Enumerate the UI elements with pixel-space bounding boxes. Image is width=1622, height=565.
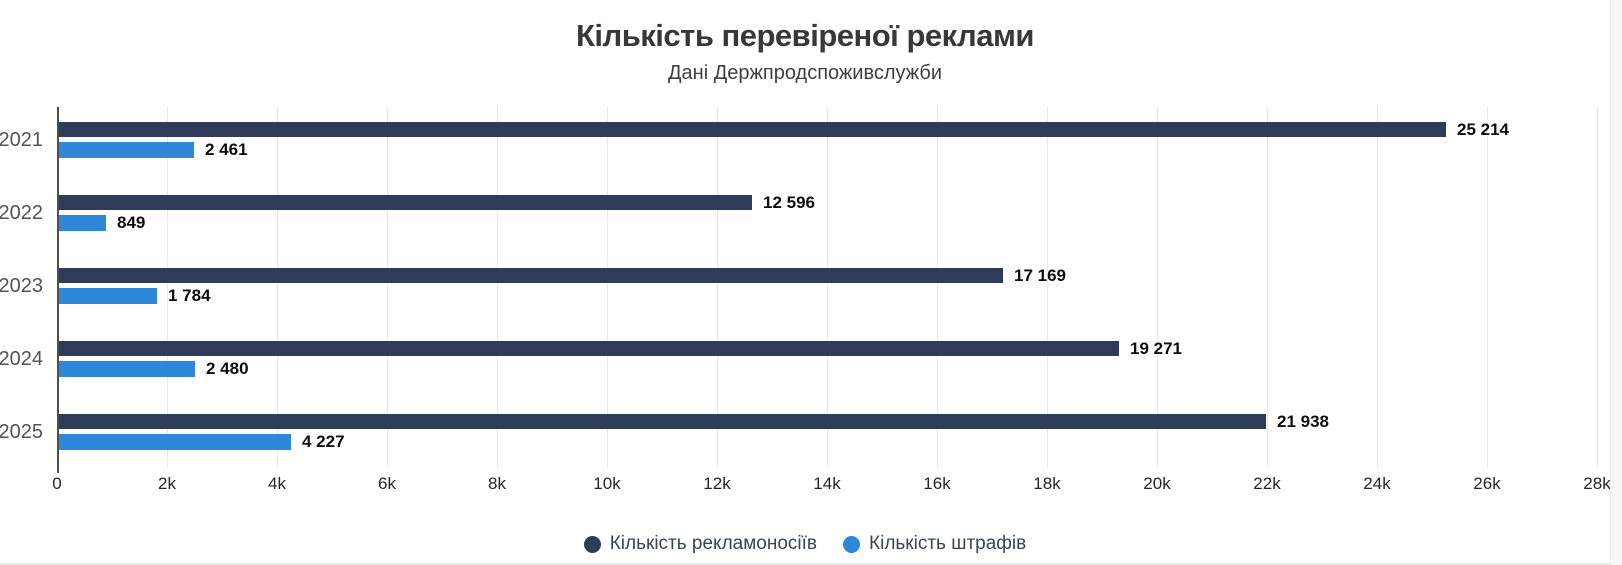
category-label: 2025 <box>0 421 43 443</box>
bar-series1-2023[interactable] <box>59 268 1003 283</box>
x-tick-label: 10k <box>593 474 621 493</box>
bar-value-label: 2 480 <box>206 359 249 378</box>
bar-series1-2022[interactable] <box>59 195 752 210</box>
legend-label-series1: Кількість рекламоносіїв <box>609 533 818 554</box>
gridline <box>607 107 608 468</box>
legend-dot-series2-icon <box>843 535 861 553</box>
legend-item-shtrafy: Кількість штрафів <box>843 533 1026 555</box>
x-tick-label: 20k <box>1143 474 1171 493</box>
bar-value-label: 17 169 <box>1014 266 1066 285</box>
bar-series2-2021[interactable] <box>59 142 194 158</box>
bar-series2-2022[interactable] <box>59 215 106 231</box>
bar-series2-2024[interactable] <box>59 361 195 377</box>
gridline <box>387 107 388 468</box>
scrollbar-track[interactable] <box>1610 0 1622 565</box>
gridline <box>1157 107 1158 468</box>
x-tick-label: 12k <box>703 474 731 493</box>
category-label: 2021 <box>0 129 43 151</box>
legend-label-series2: Кількість штрафів <box>869 533 1027 554</box>
bar-value-label: 19 271 <box>1130 339 1182 358</box>
bar-series1-2025[interactable] <box>59 414 1266 429</box>
x-tick-label: 28k <box>1583 474 1611 493</box>
x-tick-label: 2k <box>158 474 176 493</box>
bar-value-label: 25 214 <box>1457 120 1509 139</box>
bar-value-label: 1 784 <box>168 286 211 305</box>
legend: Кількість рекламоносіїв Кількість штрафі… <box>0 533 1610 555</box>
bar-series1-2021[interactable] <box>59 122 1446 137</box>
bar-series2-2023[interactable] <box>59 288 157 304</box>
plot-area: 0 2k 4k 6k 8k 10k 12k 14k 16k 18k 20k 22k 24k 26k 28k 2… <box>0 107 1611 493</box>
bar-value-label: 4 227 <box>302 432 345 451</box>
category-label: 2023 <box>0 275 43 297</box>
gridline <box>1487 107 1488 468</box>
x-tick-label: 22k <box>1253 474 1281 493</box>
x-tick-label: 14k <box>813 474 841 493</box>
gridline <box>497 107 498 468</box>
x-tick-label: 8k <box>488 474 506 493</box>
category-label: 2024 <box>0 348 43 370</box>
chart-title: Кількість перевіреної реклами <box>576 18 1034 53</box>
gridline <box>1377 107 1378 468</box>
x-tick-label: 16k <box>923 474 951 493</box>
gridline <box>277 107 278 468</box>
chart-subtitle: Дані Держпродспоживслужби <box>668 62 942 84</box>
gridline <box>1047 107 1048 468</box>
x-tick-label: 0 <box>52 474 62 493</box>
category-label: 2022 <box>0 202 43 224</box>
x-tick-label: 4k <box>268 474 286 493</box>
bar-value-label: 849 <box>117 213 146 232</box>
gridline <box>937 107 938 468</box>
gridline <box>167 107 168 468</box>
legend-dot-series1-icon <box>583 535 601 553</box>
page-bottom-border <box>0 563 1610 565</box>
x-tick-label: 24k <box>1363 474 1391 493</box>
gridline <box>827 107 828 468</box>
x-tick-label: 6k <box>378 474 396 493</box>
x-tick-label: 26k <box>1473 474 1501 493</box>
legend-item-reklamonosii: Кількість рекламоносіїв <box>583 533 818 555</box>
bar-series2-2025[interactable] <box>59 434 291 450</box>
gridline <box>1597 107 1598 468</box>
y-axis-line <box>57 107 59 473</box>
bar-value-label: 2 461 <box>205 140 248 159</box>
bar-series1-2024[interactable] <box>59 341 1119 356</box>
gridline <box>717 107 718 468</box>
bar-value-label: 21 938 <box>1277 412 1329 431</box>
gridline <box>1267 107 1268 468</box>
bar-value-label: 12 596 <box>763 193 815 212</box>
x-tick-label: 18k <box>1033 474 1061 493</box>
